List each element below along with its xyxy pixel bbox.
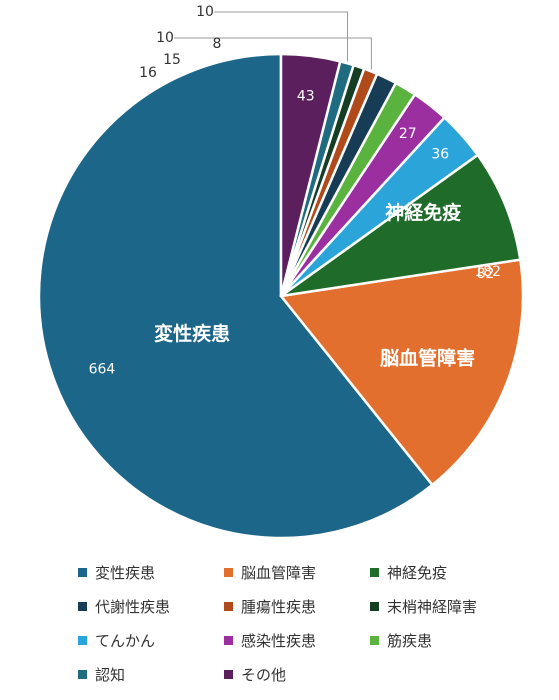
- legend-item: てんかん: [78, 630, 224, 650]
- legend-swatch: [78, 601, 87, 611]
- legend-swatch: [224, 601, 233, 611]
- legend-item: 腫瘍性疾患: [224, 596, 370, 616]
- legend-item: 代謝性疾患: [78, 596, 224, 616]
- value-label-peripheral-nerve: 8: [213, 36, 222, 52]
- pie-slice-degenerative: [37, 52, 434, 540]
- value-label-cognitive: 10: [196, 4, 214, 20]
- category-label-cerebrovascular: 脳血管障害: [379, 347, 475, 370]
- legend-label: 神経免疫: [387, 563, 448, 582]
- legend-label: 腫瘍性疾患: [241, 597, 317, 616]
- legend-item: 変性疾患: [78, 562, 224, 582]
- leader-line: [174, 37, 372, 70]
- legend-item: 認知: [78, 664, 224, 684]
- legend-swatch: [224, 669, 233, 679]
- legend-label: てんかん: [95, 631, 156, 650]
- pie-chart: 664 変性疾患 182 脳血管障害 82 神経免疫 36 27 16 15 10 8 10 43: [37, 4, 525, 540]
- pie-labels: 664 変性疾患 182 脳血管障害 82 神経免疫 36 27 16 15 10 8 10 43: [89, 4, 502, 378]
- value-label-muscle: 16: [139, 65, 157, 81]
- pie-slices: [37, 52, 525, 540]
- legend-swatch: [370, 567, 379, 577]
- legend: 変性疾患 脳血管障害 神経免疫 代謝性疾患 腫瘍性疾患 末梢神経障害 てんかん …: [78, 562, 548, 684]
- legend-label: その他: [241, 665, 287, 684]
- value-label-neuroimmune: 82: [477, 266, 495, 282]
- value-label-epilepsy: 36: [431, 147, 449, 163]
- legend-swatch: [224, 567, 233, 577]
- category-label-neuroimmune: 神経免疫: [385, 201, 461, 224]
- pie-slice-neuroimmune: [279, 153, 522, 298]
- leader-line: [214, 11, 348, 62]
- pie-slice-cerebrovascular: [279, 258, 525, 487]
- value-label-infectious: 27: [399, 126, 417, 142]
- category-label-degenerative: 変性疾患: [154, 322, 230, 345]
- legend-label: 認知: [95, 665, 126, 684]
- legend-label: 脳血管障害: [241, 563, 317, 582]
- legend-item: 筋疾患: [370, 630, 530, 650]
- legend-item: 神経免疫: [370, 562, 530, 582]
- legend-item: 感染性疾患: [224, 630, 370, 650]
- legend-swatch: [370, 635, 379, 645]
- value-label-other: 43: [297, 89, 315, 105]
- value-label-tumor: 10: [156, 30, 174, 46]
- legend-swatch: [224, 635, 233, 645]
- legend-item: その他: [224, 664, 370, 684]
- legend-item: 脳血管障害: [224, 562, 370, 582]
- legend-label: 感染性疾患: [241, 631, 317, 650]
- legend-label: 筋疾患: [387, 631, 433, 650]
- value-label-degenerative: 664: [89, 362, 116, 378]
- legend-swatch: [370, 601, 379, 611]
- legend-swatch: [78, 567, 87, 577]
- legend-label: 変性疾患: [95, 563, 156, 582]
- pie-slice-other: [279, 52, 342, 298]
- legend-item: 末梢神経障害: [370, 596, 530, 616]
- legend-swatch: [78, 635, 87, 645]
- legend-label: 末梢神経障害: [387, 597, 478, 616]
- value-label-cerebrovascular: 182: [474, 264, 501, 280]
- value-label-metabolic: 15: [163, 52, 181, 68]
- legend-swatch: [78, 669, 87, 679]
- legend-label: 代謝性疾患: [95, 597, 171, 616]
